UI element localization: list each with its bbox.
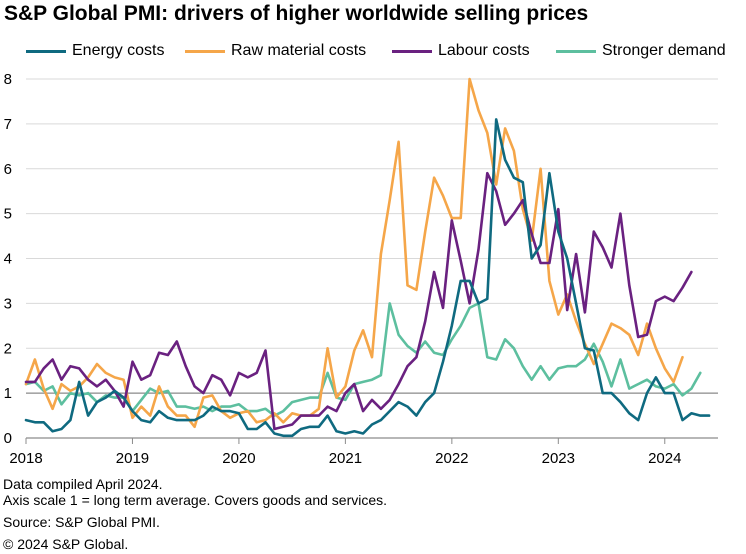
x-tick-label: 2021 (329, 450, 362, 467)
y-tick-label: 5 (4, 206, 12, 223)
y-tick-label: 4 (4, 251, 12, 268)
legend-label-energy: Energy costs (72, 42, 165, 59)
stronger-demand-line (24, 302, 702, 417)
labour-costs-line (24, 171, 693, 431)
y-tick-label: 7 (4, 116, 12, 133)
note-copyright: © 2024 S&P Global. (3, 536, 129, 552)
x-tick-label: 2023 (542, 450, 575, 467)
x-tick-label: 2022 (435, 450, 468, 467)
legend-item-energy: Energy costs (26, 40, 164, 62)
note-compiled: Data compiled April 2024. (3, 476, 163, 492)
x-tick-label: 2020 (222, 450, 255, 467)
legend-swatch-labour (392, 49, 432, 53)
y-tick-label: 0 (4, 430, 12, 447)
y-tick-label: 3 (4, 295, 12, 312)
legend-swatch-demand (556, 49, 596, 53)
y-tick-label: 2 (4, 340, 12, 357)
x-tick-label: 2019 (116, 450, 149, 467)
energy-costs-line (24, 118, 711, 438)
note-axis: Axis scale 1 = long term average. Covers… (3, 492, 388, 508)
x-tick-label: 2024 (648, 450, 681, 467)
legend-item-raw-material: Raw material costs (185, 40, 366, 62)
y-tick-label: 8 (4, 71, 12, 88)
legend-label-demand: Stronger demand (602, 42, 726, 59)
legend-label-labour: Labour costs (438, 42, 530, 59)
y-tick-label: 6 (4, 161, 12, 178)
note-source: Source: S&P Global PMI. (3, 514, 160, 530)
legend-swatch-raw-material (185, 49, 225, 53)
footnotes: Data compiled April 2024. Axis scale 1 =… (3, 476, 387, 552)
raw-material-costs-line (24, 77, 684, 429)
chart-title: S&P Global PMI: drivers of higher worldw… (4, 2, 589, 25)
legend-swatch-energy (26, 49, 66, 53)
series-lines (24, 77, 711, 438)
legend-item-demand: Stronger demand (556, 40, 726, 62)
legend-label-raw-material: Raw material costs (231, 42, 367, 59)
legend-item-labour: Labour costs (392, 40, 530, 62)
x-axis-ticks: 2018 2019 2020 2021 2022 2023 2024 (9, 438, 681, 467)
y-tick-label: 1 (4, 385, 12, 402)
x-tick-label: 2018 (9, 450, 42, 467)
y-axis-ticks: 0 1 2 3 4 5 6 7 8 (4, 71, 12, 447)
legend: Energy costs Raw material costs Labour c… (0, 40, 746, 62)
